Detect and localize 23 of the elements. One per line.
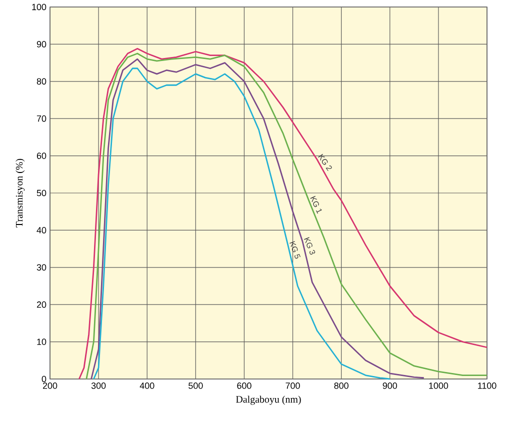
x-tick-label: 400 — [140, 382, 154, 389]
y-tick-label: 80 — [36, 78, 46, 85]
y-tick-label: 20 — [36, 301, 46, 308]
x-tick-label: 1000 — [429, 382, 448, 389]
x-tick-label: 1100 — [478, 382, 496, 389]
x-tick-label: 200 — [42, 382, 58, 389]
x-tick-label: 900 — [382, 382, 398, 389]
x-tick-label: 700 — [286, 382, 300, 389]
y-tick-label: 50 — [36, 190, 46, 196]
y-tick-label: 30 — [36, 264, 46, 271]
y-tick-label: 0 — [42, 376, 46, 382]
y-tick-label: 100 — [32, 4, 46, 10]
y-tick-label: 90 — [36, 41, 46, 48]
y-tick-label: 40 — [36, 227, 46, 234]
y-tick-label: 60 — [36, 152, 46, 159]
y-tick-label: 70 — [36, 115, 46, 122]
x-tick-label: 500 — [188, 382, 203, 389]
x-tick-label: 600 — [237, 382, 252, 389]
x-tick-label: 800 — [334, 382, 348, 389]
y-axis-title: Transmisyon (%) — [16, 158, 25, 228]
x-tick-label: 300 — [91, 382, 106, 389]
x-axis-title: Dalgaboyu (nm) — [236, 396, 301, 405]
y-tick-label: 10 — [37, 338, 46, 345]
